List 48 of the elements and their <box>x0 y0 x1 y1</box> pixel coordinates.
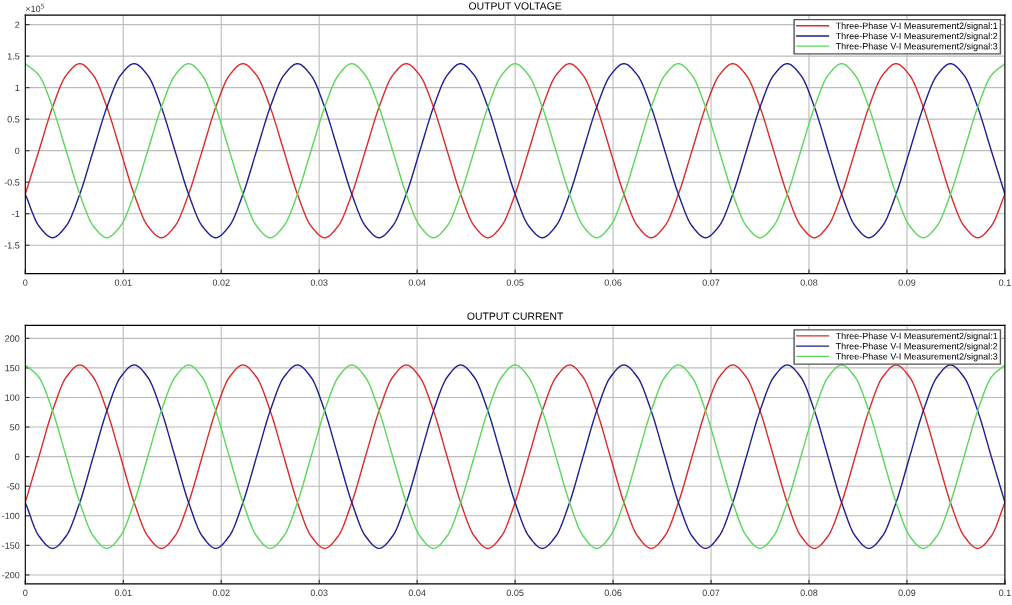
y-tick-label: 200 <box>5 335 20 342</box>
x-tick-label: 0.04 <box>408 589 426 597</box>
legend-label: Three-Phase V-I Measurement2/signal:1 <box>835 22 998 31</box>
y-tick-label: 0 <box>15 453 20 461</box>
y-tick-label: -150 <box>2 542 20 549</box>
y-tick-label: -1 <box>12 210 20 217</box>
legend-label: Three-Phase V-I Measurement2/signal:2 <box>835 342 998 352</box>
chart-title: OUTPUT VOLTAGE <box>469 2 562 10</box>
y-tick-label: 1.5 <box>7 53 20 60</box>
x-tick-label: 0 <box>23 279 28 286</box>
y-tick-label: -50 <box>7 483 20 490</box>
y-tick-label: 50 <box>10 424 20 431</box>
y-tick-label: 0.5 <box>7 116 20 123</box>
x-tick-label: 0.08 <box>800 589 818 597</box>
x-tick-label: 0.05 <box>506 589 524 597</box>
x-tick-label: 0.07 <box>702 279 720 286</box>
legend-label: Three-Phase V-I Measurement2/signal:1 <box>835 332 998 341</box>
y-tick-label: 1 <box>15 84 20 91</box>
y-tick-label: 100 <box>5 394 20 401</box>
y-tick-label: -1.5 <box>4 242 20 249</box>
x-tick-label: 0.02 <box>212 589 230 597</box>
x-tick-label: 0.01 <box>114 589 132 597</box>
x-tick-label: 0.05 <box>506 279 524 286</box>
x-tick-label: 0.02 <box>212 279 230 286</box>
legend-label: Three-Phase V-I Measurement2/signal:3 <box>835 352 998 362</box>
x-tick-label: 0.01 <box>114 279 132 286</box>
legend-label: Three-Phase V-I Measurement2/signal:2 <box>835 32 998 41</box>
y-tick-label: 150 <box>5 364 20 372</box>
y-tick-label: -200 <box>2 571 20 579</box>
text: ×10$^{5}$ <box>25 3 45 12</box>
y-tick-label: -0.5 <box>4 179 20 186</box>
x-tick-label: 0.09 <box>898 589 916 597</box>
x-tick-label: 0.1 <box>998 589 1011 597</box>
x-tick-label: 0.04 <box>408 279 426 286</box>
x-tick-label: 0.07 <box>702 589 720 597</box>
x-tick-label: 0.06 <box>604 589 622 597</box>
legend-label: Three-Phase V-I Measurement2/signal:3 <box>835 42 998 52</box>
x-tick-label: 0.03 <box>310 589 328 597</box>
x-tick-label: 0.09 <box>898 279 916 286</box>
chart-title: OUTPUT CURRENT <box>467 312 564 320</box>
x-tick-label: 0.06 <box>604 279 622 286</box>
x-tick-label: 0.03 <box>310 279 328 286</box>
y-tick-label: -100 <box>2 512 20 520</box>
x-tick-label: 0.08 <box>800 279 818 286</box>
x-tick-label: 0 <box>23 589 28 597</box>
y-tick-label: 2 <box>15 21 20 28</box>
y-tick-label: 0 <box>15 147 20 155</box>
x-tick-label: 0.1 <box>998 279 1011 286</box>
